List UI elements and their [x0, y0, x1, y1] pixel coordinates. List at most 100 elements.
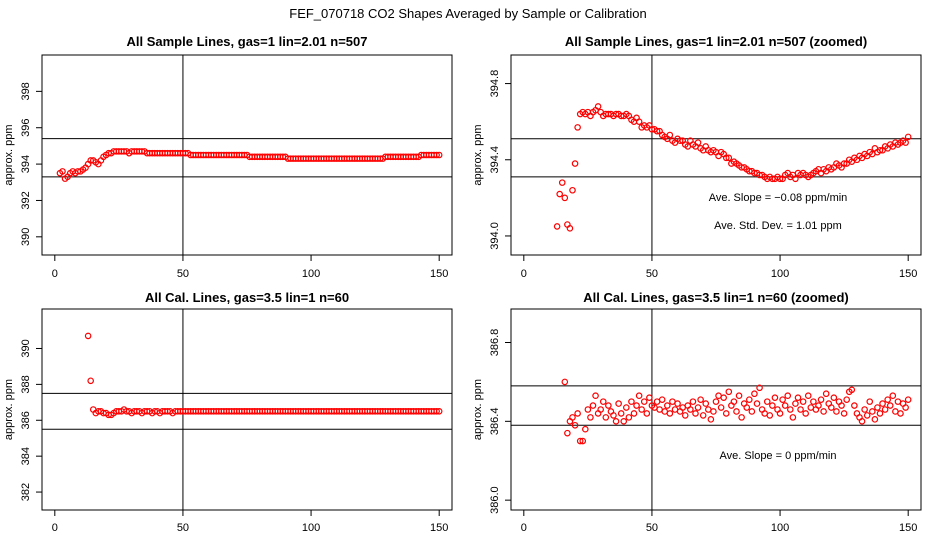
data-point [643, 410, 651, 417]
data-point [717, 404, 725, 411]
data-point [689, 398, 697, 405]
data-point [623, 404, 630, 411]
data-point [763, 398, 771, 405]
data-point [820, 408, 827, 415]
data-point [582, 425, 589, 433]
data-point [605, 402, 612, 409]
data-point [635, 118, 643, 125]
data-point [435, 407, 443, 415]
data-point [751, 390, 758, 398]
y-tick-label: 386.4 [489, 408, 501, 436]
data-point [687, 406, 694, 413]
data-point [838, 402, 845, 409]
data-point [735, 392, 743, 400]
data-point [851, 402, 858, 409]
data-point [822, 390, 830, 398]
data-point [830, 394, 838, 401]
data-point [725, 388, 733, 396]
data-point [779, 396, 786, 403]
chart-panel-1: All Sample Lines, gas=1 lin=2.01 n=507 0 5… [3, 34, 453, 280]
data-point [730, 398, 738, 405]
x-tick-label: 150 [899, 268, 917, 280]
plot-frame [510, 54, 922, 256]
data-point [799, 398, 807, 405]
data-point [569, 414, 576, 421]
data-point [866, 398, 874, 405]
y-tick-label: 390 [20, 339, 32, 357]
data-point [599, 398, 607, 405]
data-point [810, 398, 817, 405]
data-point [584, 406, 592, 413]
x-tick-label: 150 [430, 268, 448, 280]
data-point [871, 416, 879, 423]
chart-title: All Sample Lines, gas=1 lin=2.01 n=507 [127, 34, 368, 49]
data-point [597, 406, 604, 413]
data-point [602, 414, 610, 421]
data-point [697, 396, 704, 403]
data-point [787, 406, 794, 413]
data-point [753, 400, 761, 407]
data-point [610, 412, 617, 419]
data-point [792, 400, 799, 407]
data-point [666, 410, 674, 417]
data-point [743, 404, 751, 411]
y-tick-label: 382 [20, 483, 32, 501]
x-tick-label: 150 [430, 522, 448, 534]
data-point [612, 418, 620, 425]
data-point [435, 151, 443, 159]
data-point [84, 332, 92, 340]
data-point [797, 406, 804, 413]
data-point [571, 160, 579, 167]
data-point [564, 429, 571, 437]
data-point [617, 410, 625, 417]
data-point [681, 412, 689, 419]
data-point [553, 223, 561, 230]
data-point [902, 404, 909, 411]
data-point [702, 400, 710, 407]
annotation: Ave. Slope = 0 ppm/min [720, 450, 837, 462]
y-axis-label: approx. ppm [472, 379, 484, 440]
data-point [843, 396, 850, 403]
data-point [710, 408, 717, 415]
y-tick-label: 386.0 [489, 486, 501, 514]
data-point [628, 398, 635, 405]
data-point [653, 127, 661, 135]
data-point [766, 412, 774, 419]
data-point [615, 400, 622, 407]
x-tick-label: 50 [646, 522, 658, 534]
chart-panel-4: All Cal. Lines, gas=3.5 lin=1 n=60 (zoom… [472, 290, 922, 534]
plot-frame [41, 54, 453, 256]
y-tick-label: 394.0 [489, 222, 501, 250]
data-point [722, 410, 730, 417]
annotation: Ave. Slope = −0.08 ppm/min [709, 192, 848, 204]
data-point [828, 404, 835, 411]
y-tick-label: 394 [20, 155, 32, 173]
data-point [561, 194, 569, 202]
data-point [579, 437, 587, 445]
data-point [640, 398, 648, 405]
data-point [876, 410, 884, 417]
data-point [594, 103, 602, 110]
x-tick-label: 100 [771, 268, 789, 280]
data-point [748, 408, 756, 415]
chart-title: All Cal. Lines, gas=3.5 lin=1 n=60 (zoom… [583, 290, 849, 305]
data-point [776, 175, 784, 183]
data-point [692, 410, 699, 417]
data-point [592, 392, 599, 400]
x-tick-label: 50 [177, 522, 189, 534]
x-tick-label: 100 [302, 268, 320, 280]
x-tick-label: 0 [521, 522, 527, 534]
y-tick-label: 396 [20, 119, 32, 137]
data-point [889, 392, 897, 400]
data-point [576, 437, 584, 445]
data-point [771, 394, 779, 401]
data-point [587, 414, 594, 421]
x-tick-label: 0 [52, 522, 58, 534]
data-point [59, 168, 66, 175]
data-point [646, 394, 653, 401]
data-point [630, 410, 638, 417]
data-point [694, 404, 702, 411]
data-point [674, 400, 681, 407]
